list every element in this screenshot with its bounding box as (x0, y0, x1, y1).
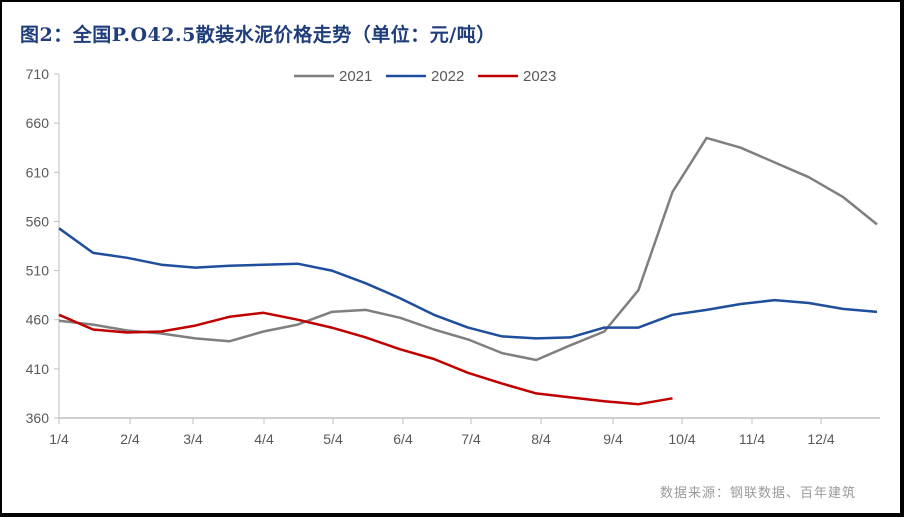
x-tick-label: 10/4 (668, 431, 695, 447)
series-line-2022 (58, 227, 878, 340)
y-tick-label: 510 (26, 263, 50, 279)
x-tick-label: 11/4 (739, 431, 765, 447)
x-tick-label: 9/4 (603, 431, 623, 447)
chart-title: 图2：全国P.O42.5散装水泥价格走势（单位：元/吨） (20, 24, 496, 46)
y-tick-label: 660 (26, 115, 50, 131)
x-tick-label: 12/4 (807, 431, 834, 447)
x-tick-label: 4/4 (254, 431, 274, 447)
x-tick-label: 2/4 (120, 431, 140, 447)
series-line-2021 (58, 136, 878, 362)
x-tick-label: 5/4 (323, 431, 343, 447)
y-tick-label: 710 (26, 66, 50, 82)
x-tick-label: 8/4 (531, 431, 551, 447)
y-tick-label: 360 (26, 410, 50, 426)
legend-label-2022: 2022 (431, 68, 464, 85)
data-source: 数据来源：钢联数据、百年建筑 (659, 486, 856, 501)
x-tick-label: 6/4 (393, 431, 413, 447)
series-line-2023 (58, 311, 673, 406)
legend-label-2023: 2023 (523, 68, 556, 85)
legend-label-2021: 2021 (339, 68, 372, 85)
x-tick-label: 1/4 (49, 431, 69, 447)
x-tick-label: 3/4 (183, 431, 203, 447)
y-tick-label: 460 (26, 312, 50, 328)
y-tick-label: 560 (26, 213, 50, 229)
y-tick-label: 610 (26, 164, 50, 180)
y-tick-label: 410 (26, 361, 50, 377)
x-tick-label: 7/4 (461, 431, 481, 447)
